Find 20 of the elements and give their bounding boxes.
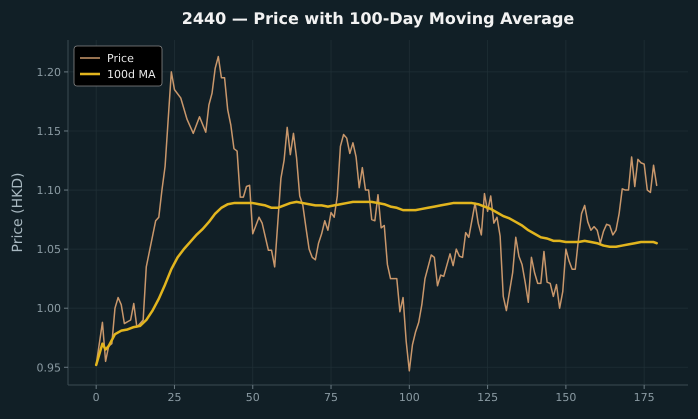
x-tick-label: 0 (92, 391, 100, 404)
legend-label: Price (107, 52, 134, 65)
x-tick-label: 150 (555, 391, 576, 404)
y-tick-label: 1.00 (36, 302, 61, 316)
x-tick-label: 50 (246, 391, 260, 404)
legend-label: 100d MA (107, 68, 156, 81)
y-tick-label: 1.05 (36, 243, 61, 256)
x-tick-label: 25 (167, 391, 182, 404)
line-series (94, 200, 658, 366)
y-axis-title: Price (HKD) (10, 172, 26, 253)
line-series (95, 56, 658, 372)
y-tick-label: 0.95 (36, 361, 61, 374)
x-tick-label: 100 (398, 391, 420, 404)
x-tick-label: 75 (324, 391, 338, 404)
y-tick-label: 1.10 (36, 184, 61, 198)
y-tick-label: 1.15 (36, 124, 61, 138)
y-tick-label: 1.20 (36, 66, 61, 79)
x-tick-label: 175 (634, 391, 655, 404)
x-tick-label: 125 (477, 391, 498, 404)
chart-title: 2440 — Price with 100-Day Moving Average (182, 9, 574, 28)
